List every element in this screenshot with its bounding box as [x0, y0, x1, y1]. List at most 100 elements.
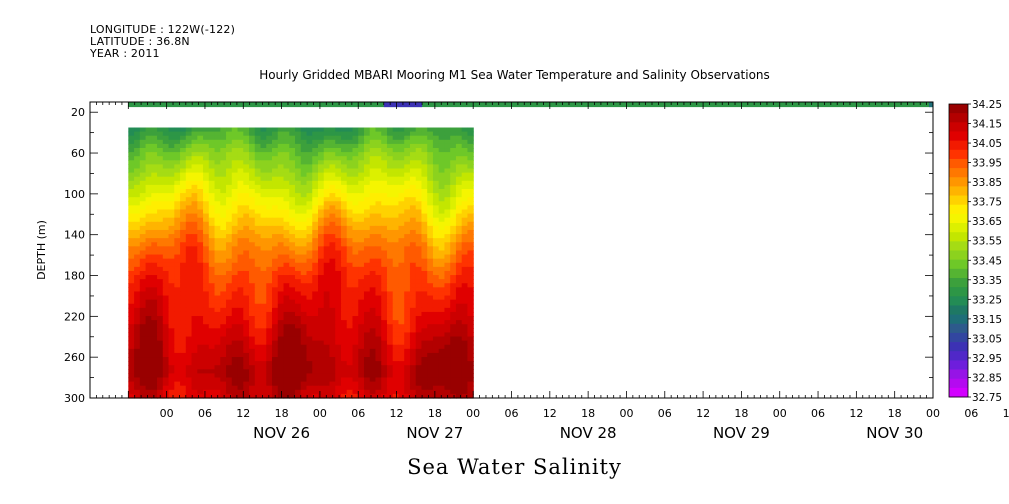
salinity-cell [145, 188, 152, 194]
salinity-cell [455, 287, 463, 293]
salinity-cell [249, 279, 256, 284]
salinity-cell [335, 209, 342, 215]
salinity-cell [398, 385, 405, 391]
salinity-cell [197, 381, 204, 387]
salinity-cell [398, 328, 405, 334]
salinity-cell [323, 156, 331, 161]
salinity-cell [128, 291, 135, 297]
salinity-cell [467, 373, 474, 379]
salinity-cell [421, 184, 428, 190]
salinity-cell [145, 135, 152, 141]
salinity-cell [162, 275, 170, 280]
salinity-cell [180, 303, 187, 309]
salinity-cell [415, 381, 423, 387]
salinity-cell [231, 320, 239, 325]
salinity-cell [461, 131, 469, 137]
salinity-cell [404, 369, 411, 375]
salinity-cell [461, 143, 469, 149]
salinity-cell [427, 135, 434, 141]
salinity-cell [363, 209, 371, 215]
salinity-cell [375, 209, 382, 215]
salinity-cell [329, 205, 336, 211]
salinity-cell [139, 156, 147, 161]
salinity-cell [329, 336, 336, 342]
salinity-cell [185, 246, 193, 252]
salinity-cell [134, 225, 141, 231]
salinity-cell [272, 180, 279, 186]
salinity-cell [346, 234, 354, 239]
salinity-cell [392, 328, 400, 334]
x-hour-label: 00 [773, 407, 787, 420]
salinity-cell [180, 131, 187, 137]
salinity-cell [369, 373, 377, 379]
salinity-cell [145, 168, 152, 174]
salinity-cell [266, 291, 273, 297]
salinity-cell [398, 209, 405, 215]
salinity-cell [220, 283, 227, 288]
salinity-cell [277, 131, 285, 137]
salinity-cell [220, 311, 227, 317]
colorbar-segment [949, 323, 968, 334]
salinity-cell [191, 148, 198, 153]
salinity-cell [191, 340, 198, 346]
salinity-cell [329, 357, 336, 362]
salinity-cell [220, 225, 227, 231]
salinity-cell [346, 160, 354, 165]
salinity-cell [220, 324, 227, 329]
salinity-cell [191, 389, 198, 395]
salinity-cell [162, 328, 170, 334]
salinity-cell [421, 156, 428, 161]
salinity-cell [375, 348, 382, 354]
x-hour-label: 12 [696, 407, 710, 420]
salinity-cell [306, 139, 313, 145]
salinity-cell [432, 385, 440, 391]
salinity-cell [266, 385, 273, 391]
salinity-cell [220, 381, 227, 387]
salinity-cell [277, 295, 285, 301]
salinity-cell [300, 193, 308, 198]
salinity-cell [404, 193, 411, 198]
salinity-cell [283, 275, 290, 280]
salinity-cell [231, 332, 239, 338]
salinity-cell [260, 258, 267, 264]
salinity-cell [139, 135, 147, 141]
salinity-cell [191, 127, 198, 133]
salinity-cell [134, 250, 141, 256]
salinity-cell [438, 160, 446, 165]
salinity-cell [214, 262, 221, 268]
salinity-cell [461, 188, 469, 194]
salinity-cell [260, 262, 267, 268]
salinity-cell [260, 238, 267, 243]
salinity-cell [409, 373, 417, 379]
salinity-cell [168, 209, 175, 215]
salinity-cell [335, 246, 342, 252]
salinity-cell [220, 262, 227, 268]
salinity-cell [352, 381, 359, 387]
salinity-cell [432, 205, 440, 211]
salinity-cell [283, 168, 290, 174]
salinity-cell [226, 131, 233, 137]
salinity-cell [243, 193, 250, 198]
salinity-cell [249, 275, 256, 280]
salinity-cell [444, 332, 451, 338]
salinity-cell [139, 369, 147, 375]
salinity-cell [277, 320, 285, 325]
salinity-cell [174, 369, 181, 375]
salinity-cell [386, 340, 394, 346]
salinity-cell [191, 287, 198, 293]
salinity-cell [208, 373, 216, 379]
salinity-cell [358, 172, 365, 178]
salinity-cell [404, 262, 411, 268]
salinity-cell [306, 311, 313, 317]
salinity-cell [392, 135, 400, 141]
salinity-cell [300, 344, 308, 350]
salinity-cell [340, 258, 348, 264]
salinity-cell [185, 193, 193, 198]
salinity-cell [191, 336, 198, 342]
salinity-cell [260, 385, 267, 391]
salinity-cell [317, 176, 325, 182]
salinity-cell [260, 234, 267, 239]
salinity-cell [203, 303, 210, 309]
salinity-cell [254, 332, 262, 338]
salinity-cell [157, 205, 164, 211]
